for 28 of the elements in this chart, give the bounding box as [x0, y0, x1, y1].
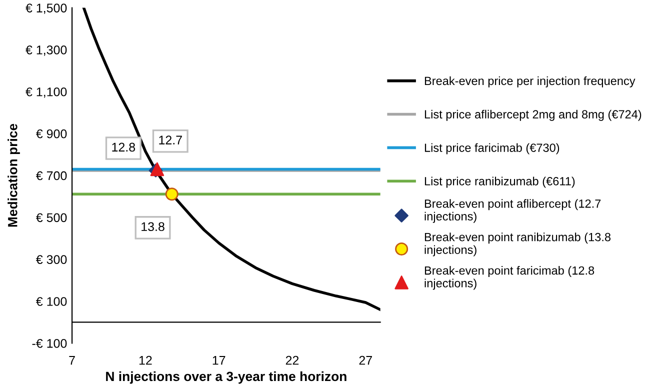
y-tick-label: € 700 [36, 171, 67, 180]
y-tick-label: € 900 [36, 129, 67, 138]
legend-label: List price aflibercept 2mg and 8mg (€724) [424, 110, 642, 121]
x-axis-title: N injections over a 3-year time horizon [106, 371, 346, 384]
y-axis-title: Medication price [8, 124, 20, 227]
x-tick-label: 12 [139, 356, 152, 365]
annotation: 12.7 [159, 136, 182, 144]
y-tick-label: € 1,300 [26, 46, 67, 56]
y-tick-label: € 300 [36, 255, 67, 264]
x-tick-label: 27 [359, 356, 372, 365]
legend-label: Break-even point faricimab (12.8 injections) [424, 266, 594, 290]
annotation: 13.8 [142, 222, 164, 232]
legend-label: Break-even point ranibizumab (13.8 injections) [424, 232, 611, 256]
x-tick-label: 22 [286, 356, 299, 365]
legend-label: List price ranibizumab (€611) [424, 176, 575, 188]
x-tick-label: 7 [69, 356, 75, 365]
legend-label: Break-even price per injection frequency [424, 76, 636, 88]
point [165, 188, 178, 201]
y-tick-label: -€ 100 [32, 339, 67, 348]
y-tick-label: € 1,500 [26, 4, 67, 14]
line-series [82, 8, 380, 312]
x-tick-label: 17 [212, 356, 226, 365]
y-tick-label: € 100 [36, 297, 67, 306]
annotation: 12.8 [112, 142, 136, 152]
legend-label: List price faricimab (€730) [424, 143, 560, 154]
y-tick-label: € 1,100 [26, 87, 67, 98]
legend-label: Break-even point aflibercept (12.7 injections) [424, 199, 601, 223]
y-tick-label: € 500 [36, 213, 67, 222]
